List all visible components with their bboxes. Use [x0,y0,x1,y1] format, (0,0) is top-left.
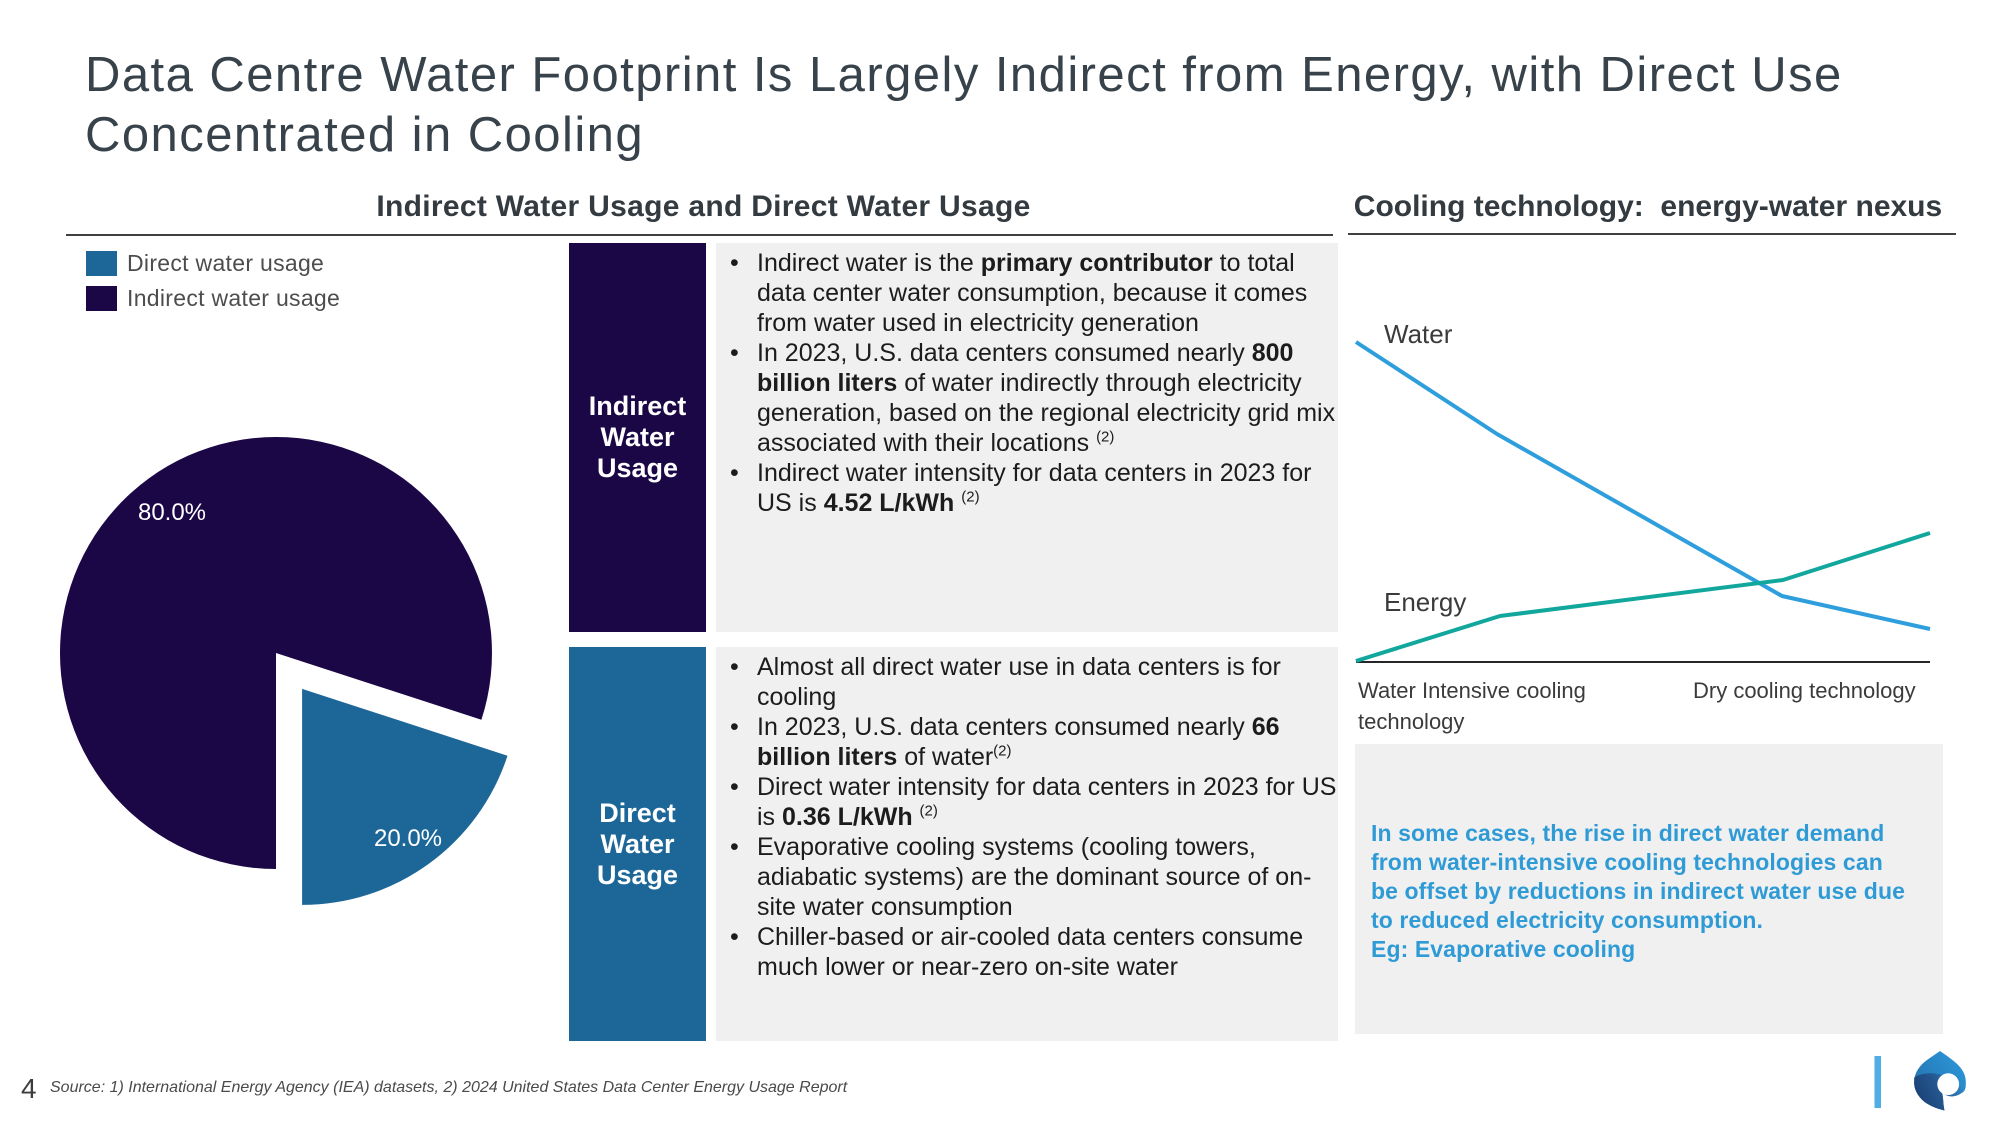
svg-text:80.0%: 80.0% [138,499,206,526]
svg-text:20.0%: 20.0% [374,825,442,852]
